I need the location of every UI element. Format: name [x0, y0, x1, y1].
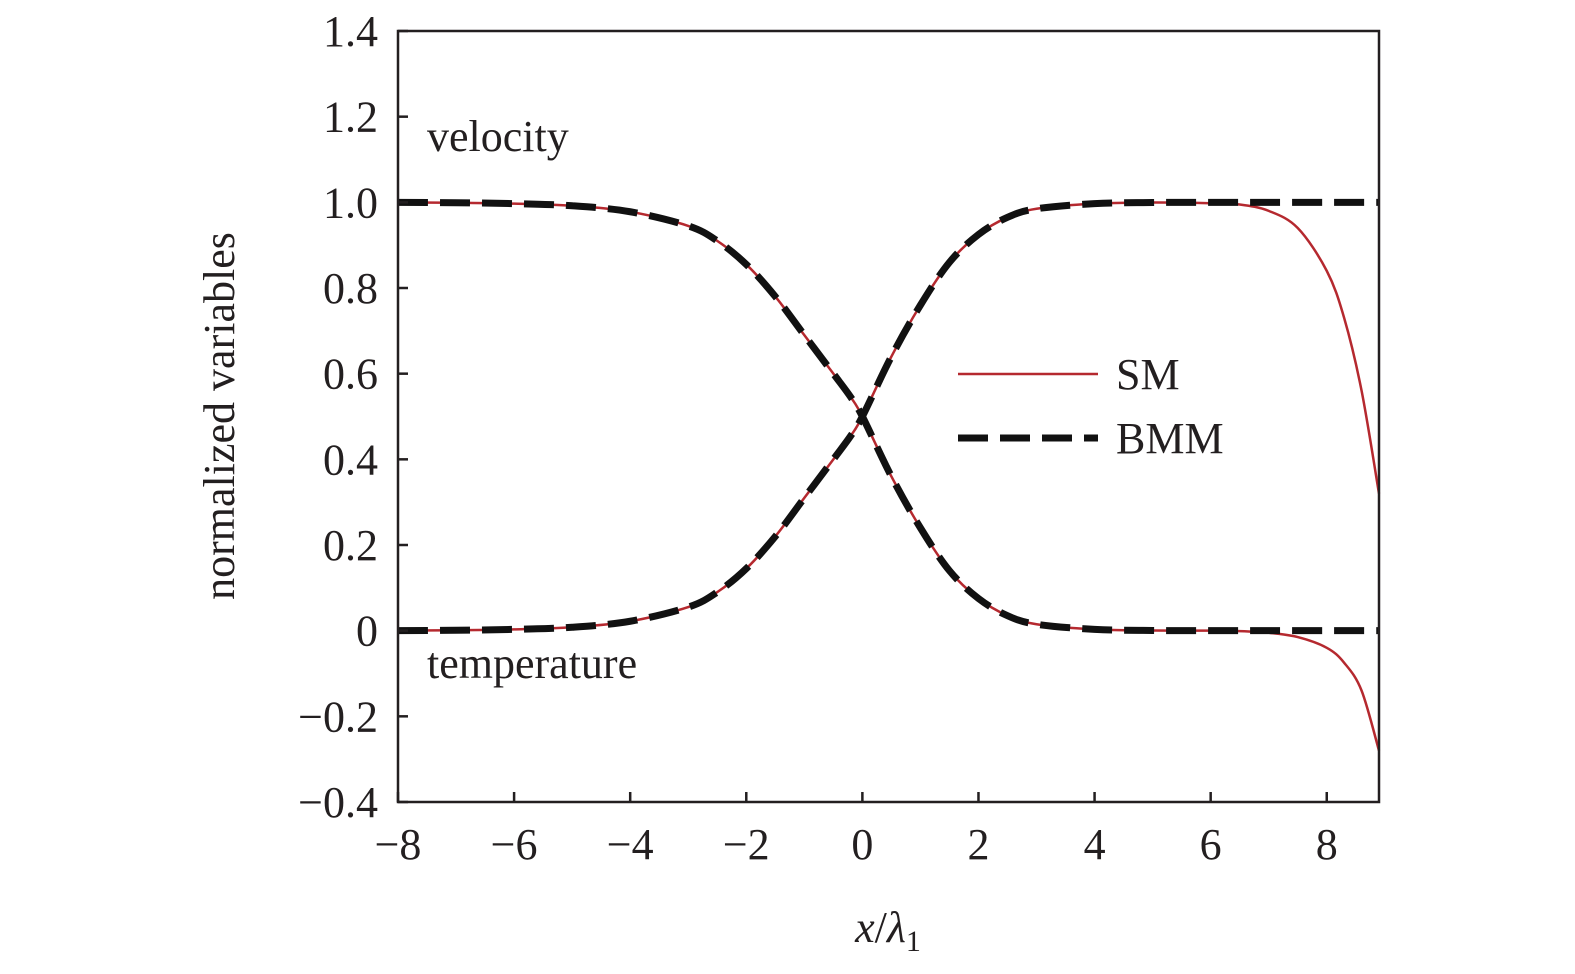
temperature-label: temperature: [427, 639, 637, 688]
plot-frame: [396, 29, 1381, 804]
x-tick-label: −8: [375, 820, 422, 869]
x-axis-title-subscript: 1: [906, 925, 921, 958]
y-tick-label: 1.4: [323, 7, 378, 56]
legend: SM BMM: [958, 350, 1224, 463]
series-line-sm-1: [397, 201, 1381, 632]
y-axis: −0.4 −0.2 0 0.2 0.4 0.6 0.8 1.0 1.2 1.4: [298, 7, 408, 827]
legend-label-sm: SM: [1116, 350, 1180, 399]
series-line-bmm-2: [397, 198, 1379, 635]
y-tick-label: 1.0: [323, 178, 378, 227]
x-axis-title-var: x: [854, 903, 875, 952]
y-tick-label: 0.6: [323, 350, 378, 399]
x-tick-label: 8: [1316, 820, 1338, 869]
y-tick-label: 0.8: [323, 264, 378, 313]
x-axis-title-sep: /: [875, 903, 888, 952]
y-tick-label: −0.4: [298, 778, 378, 827]
x-tick-label: 0: [851, 820, 873, 869]
x-tick-label: 4: [1084, 820, 1106, 869]
y-tick-label: −0.2: [298, 692, 378, 741]
y-tick-label: 1.2: [323, 93, 378, 142]
x-tick-label: −2: [723, 820, 770, 869]
y-tick-label: 0.4: [323, 435, 378, 484]
y-tick-label: 0.2: [323, 521, 378, 570]
x-tick-label: −6: [491, 820, 538, 869]
y-tick-label: 0: [356, 607, 378, 656]
x-axis-title: x/λ1: [854, 903, 921, 958]
series-line-bmm-3: [397, 198, 1379, 635]
y-axis-title: normalized variables: [195, 232, 244, 600]
annotations: velocity temperature: [427, 112, 637, 688]
x-tick-label: 2: [967, 820, 989, 869]
velocity-label: velocity: [427, 112, 569, 161]
x-tick-label: −4: [607, 820, 654, 869]
series-layer: [397, 198, 1381, 751]
x-tick-label: 6: [1200, 820, 1222, 869]
legend-label-bmm: BMM: [1116, 414, 1224, 463]
x-axis: −8 −6 −4 −2 0 2 4 6 8: [375, 792, 1338, 869]
x-axis-title-symbol: λ: [885, 903, 906, 952]
